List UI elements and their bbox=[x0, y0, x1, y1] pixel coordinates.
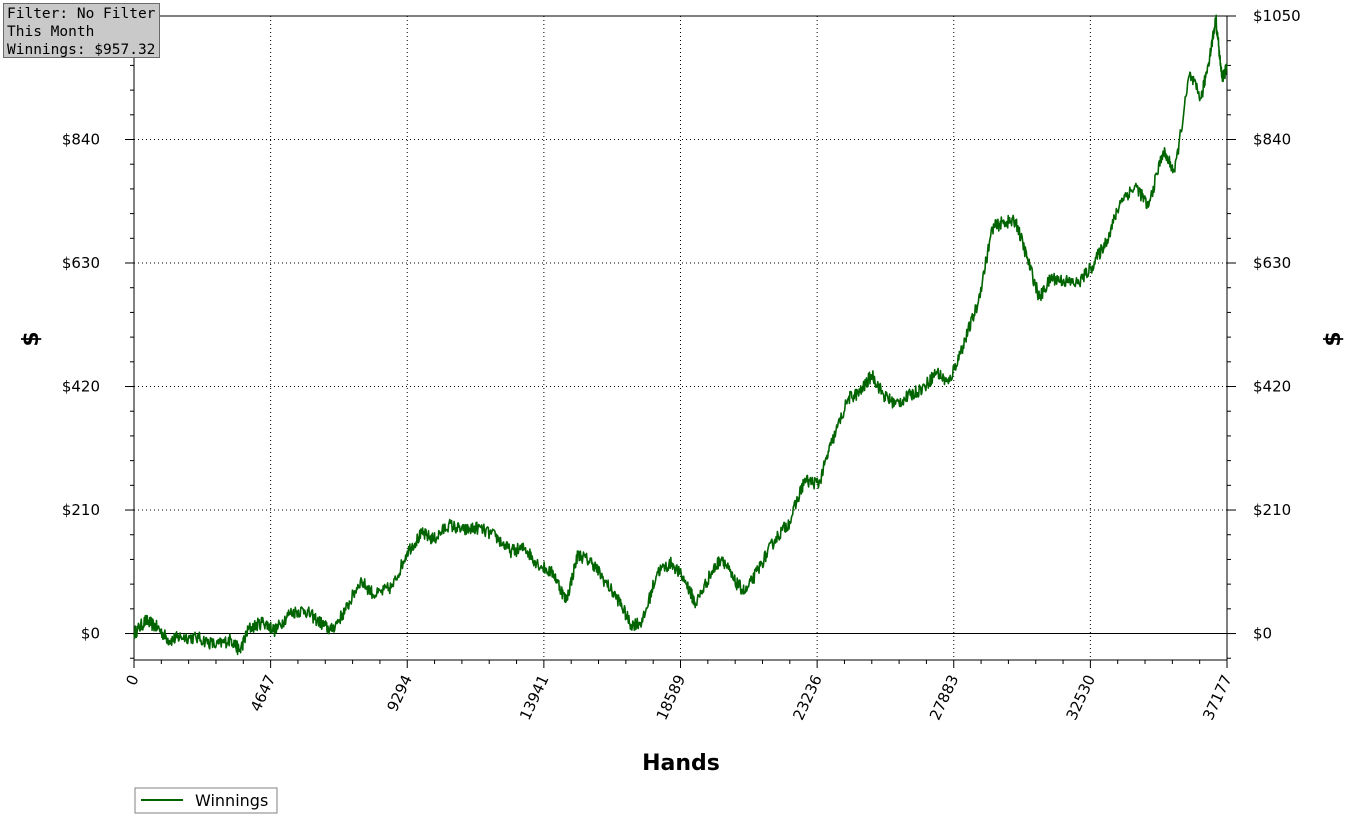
x-axis-title: Hands bbox=[642, 751, 720, 776]
filter-label: Filter: No Filter bbox=[7, 6, 156, 22]
y-tick-label-right: $0 bbox=[1253, 625, 1272, 643]
y-axis-title-right: $ bbox=[1321, 331, 1346, 346]
x-tick-label: 37177 bbox=[1199, 672, 1235, 723]
series-line-winnings bbox=[133, 14, 1228, 656]
y-axis-title-left: $ bbox=[19, 331, 44, 346]
y-tick-label-right: $840 bbox=[1253, 131, 1291, 149]
y-tick-label-left: $0 bbox=[81, 625, 100, 643]
y-tick-label-left: $210 bbox=[62, 501, 100, 519]
y-tick-label-left: $840 bbox=[62, 131, 100, 149]
winnings-total-label: Winnings: $957.32 bbox=[7, 42, 156, 58]
y-tick-label-right: $630 bbox=[1253, 254, 1291, 272]
y-tick-label-right: $1050 bbox=[1253, 7, 1301, 25]
x-tick-label: 32530 bbox=[1063, 672, 1099, 723]
summary-info-box: Filter: No Filter This Month Winnings: $… bbox=[3, 3, 160, 58]
x-tick-label: 9294 bbox=[383, 672, 415, 714]
y-tick-label-left: $420 bbox=[62, 378, 100, 396]
x-tick-label: 0 bbox=[122, 672, 142, 688]
legend: Winnings bbox=[134, 787, 278, 814]
y-tick-label-right: $420 bbox=[1253, 378, 1291, 396]
x-tick-label: 27883 bbox=[926, 672, 962, 723]
series-layer bbox=[133, 14, 1228, 656]
x-tick-label: 4647 bbox=[247, 672, 279, 714]
y-tick-label-right: $210 bbox=[1253, 501, 1291, 519]
x-tick-label: 23236 bbox=[789, 672, 825, 723]
legend-label-winnings: Winnings bbox=[195, 791, 268, 810]
x-tick-label: 13941 bbox=[516, 672, 552, 723]
y-tick-label-left: $630 bbox=[62, 254, 100, 272]
axes: 0 4647 9294 13941 18589 23236 27883 32530 37177 $… bbox=[62, 7, 1301, 723]
x-tick-label: 18589 bbox=[653, 672, 689, 723]
grid-lines bbox=[134, 16, 1227, 660]
period-label: This Month bbox=[7, 24, 95, 40]
